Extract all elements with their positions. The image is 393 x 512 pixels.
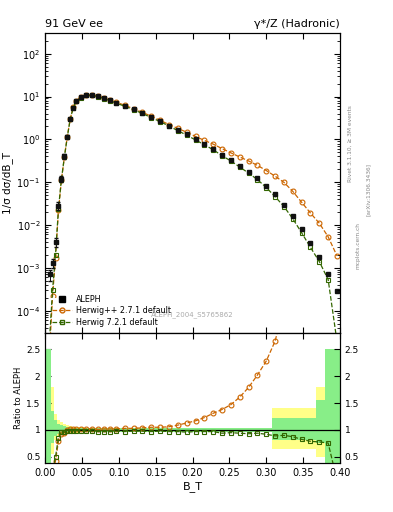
Text: γ*/Z (Hadronic): γ*/Z (Hadronic)	[254, 18, 340, 29]
Text: Rivet 3.1.10, ≥ 3M events: Rivet 3.1.10, ≥ 3M events	[348, 105, 353, 182]
Text: mcplots.cern.ch: mcplots.cern.ch	[356, 222, 361, 269]
Y-axis label: Ratio to ALEPH: Ratio to ALEPH	[14, 367, 23, 430]
Y-axis label: 1/σ dσ/dB_T: 1/σ dσ/dB_T	[2, 152, 13, 214]
Legend: ALEPH, Herwig++ 2.7.1 default, Herwig 7.2.1 default: ALEPH, Herwig++ 2.7.1 default, Herwig 7.…	[49, 292, 173, 329]
Text: ALEPH_2004_S5765862: ALEPH_2004_S5765862	[151, 311, 234, 318]
Text: [arXiv:1306.3436]: [arXiv:1306.3436]	[365, 163, 371, 216]
X-axis label: B_T: B_T	[183, 481, 202, 492]
Text: 91 GeV ee: 91 GeV ee	[45, 18, 103, 29]
